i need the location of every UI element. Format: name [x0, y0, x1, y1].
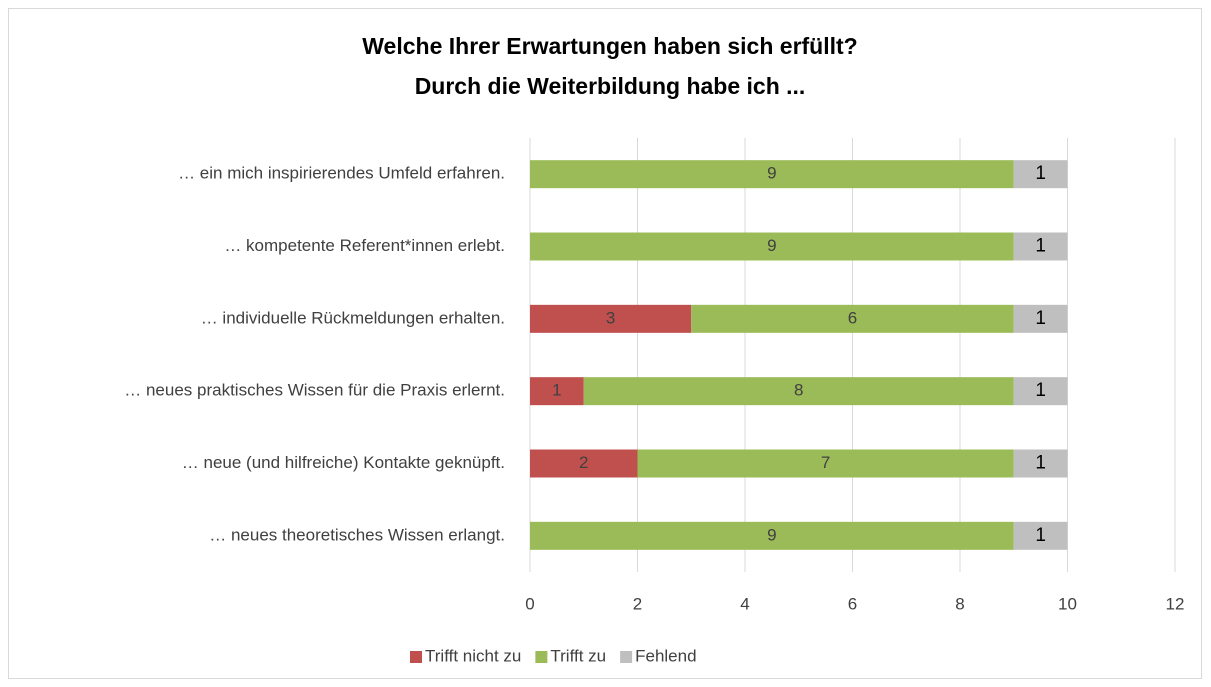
y-tick-label: … neue (und hilfreiche) Kontakte geknüpf… — [182, 453, 505, 472]
bar-segment — [583, 377, 1014, 406]
y-tick-label: … ein mich inspirierendes Umfeld erfahre… — [178, 164, 505, 183]
y-tick-label: … neues praktisches Wissen für die Praxi… — [124, 381, 505, 400]
legend-swatch — [620, 651, 633, 663]
bar-segment — [637, 449, 1014, 478]
x-tick-label: 0 — [525, 594, 534, 613]
x-tick-label: 10 — [1058, 594, 1077, 613]
bar-segment — [1013, 160, 1068, 189]
bar-segment — [530, 160, 1014, 189]
bar-segment — [530, 232, 1014, 261]
bar-segment — [530, 521, 1014, 550]
legend-label: Fehlend — [635, 646, 696, 665]
bar-segment — [530, 449, 638, 478]
data-label: 1 — [1035, 380, 1046, 401]
y-tick-label: … individuelle Rückmeldungen erhalten. — [201, 308, 505, 327]
bar-segment — [1013, 232, 1068, 261]
x-tick-label: 8 — [955, 594, 964, 613]
data-label: 7 — [821, 453, 830, 472]
bar-segment — [691, 304, 1014, 333]
data-label: 2 — [579, 453, 588, 472]
data-label: 1 — [1035, 453, 1046, 474]
x-tick-label: 2 — [633, 594, 642, 613]
x-tick-label: 12 — [1166, 594, 1185, 613]
data-label: 1 — [1035, 525, 1046, 546]
bar-segment — [1013, 449, 1068, 478]
data-label: 9 — [767, 525, 776, 544]
data-label: 3 — [606, 308, 615, 327]
x-tick-label: 6 — [848, 594, 857, 613]
data-label: 1 — [1035, 236, 1046, 257]
chart-border — [8, 8, 1202, 679]
data-label: 9 — [767, 236, 776, 255]
data-label: 6 — [848, 308, 857, 327]
y-tick-label: … kompetente Referent*innen erlebt. — [224, 236, 505, 255]
x-tick-label: 4 — [740, 594, 749, 613]
legend-swatch — [535, 651, 548, 663]
data-label: 1 — [552, 381, 561, 400]
chart-title: Welche Ihrer Erwartungen haben sich erfü… — [362, 33, 857, 59]
legend-swatch — [410, 651, 422, 663]
data-label: 1 — [1035, 308, 1046, 329]
data-label: 9 — [767, 164, 776, 183]
data-label: 1 — [1035, 163, 1046, 184]
chart-title: Durch die Weiterbildung habe ich ... — [415, 73, 806, 99]
bar-segment — [1013, 377, 1068, 406]
bar-segment — [530, 304, 692, 333]
data-label: 8 — [794, 381, 803, 400]
legend-label: Trifft nicht zu — [425, 646, 521, 665]
bar-segment — [1013, 304, 1068, 333]
legend-label: Trifft zu — [550, 646, 606, 665]
bar-segment — [530, 377, 584, 406]
y-tick-label: … neues theoretisches Wissen erlangt. — [209, 525, 505, 544]
bar-segment — [1013, 521, 1068, 550]
